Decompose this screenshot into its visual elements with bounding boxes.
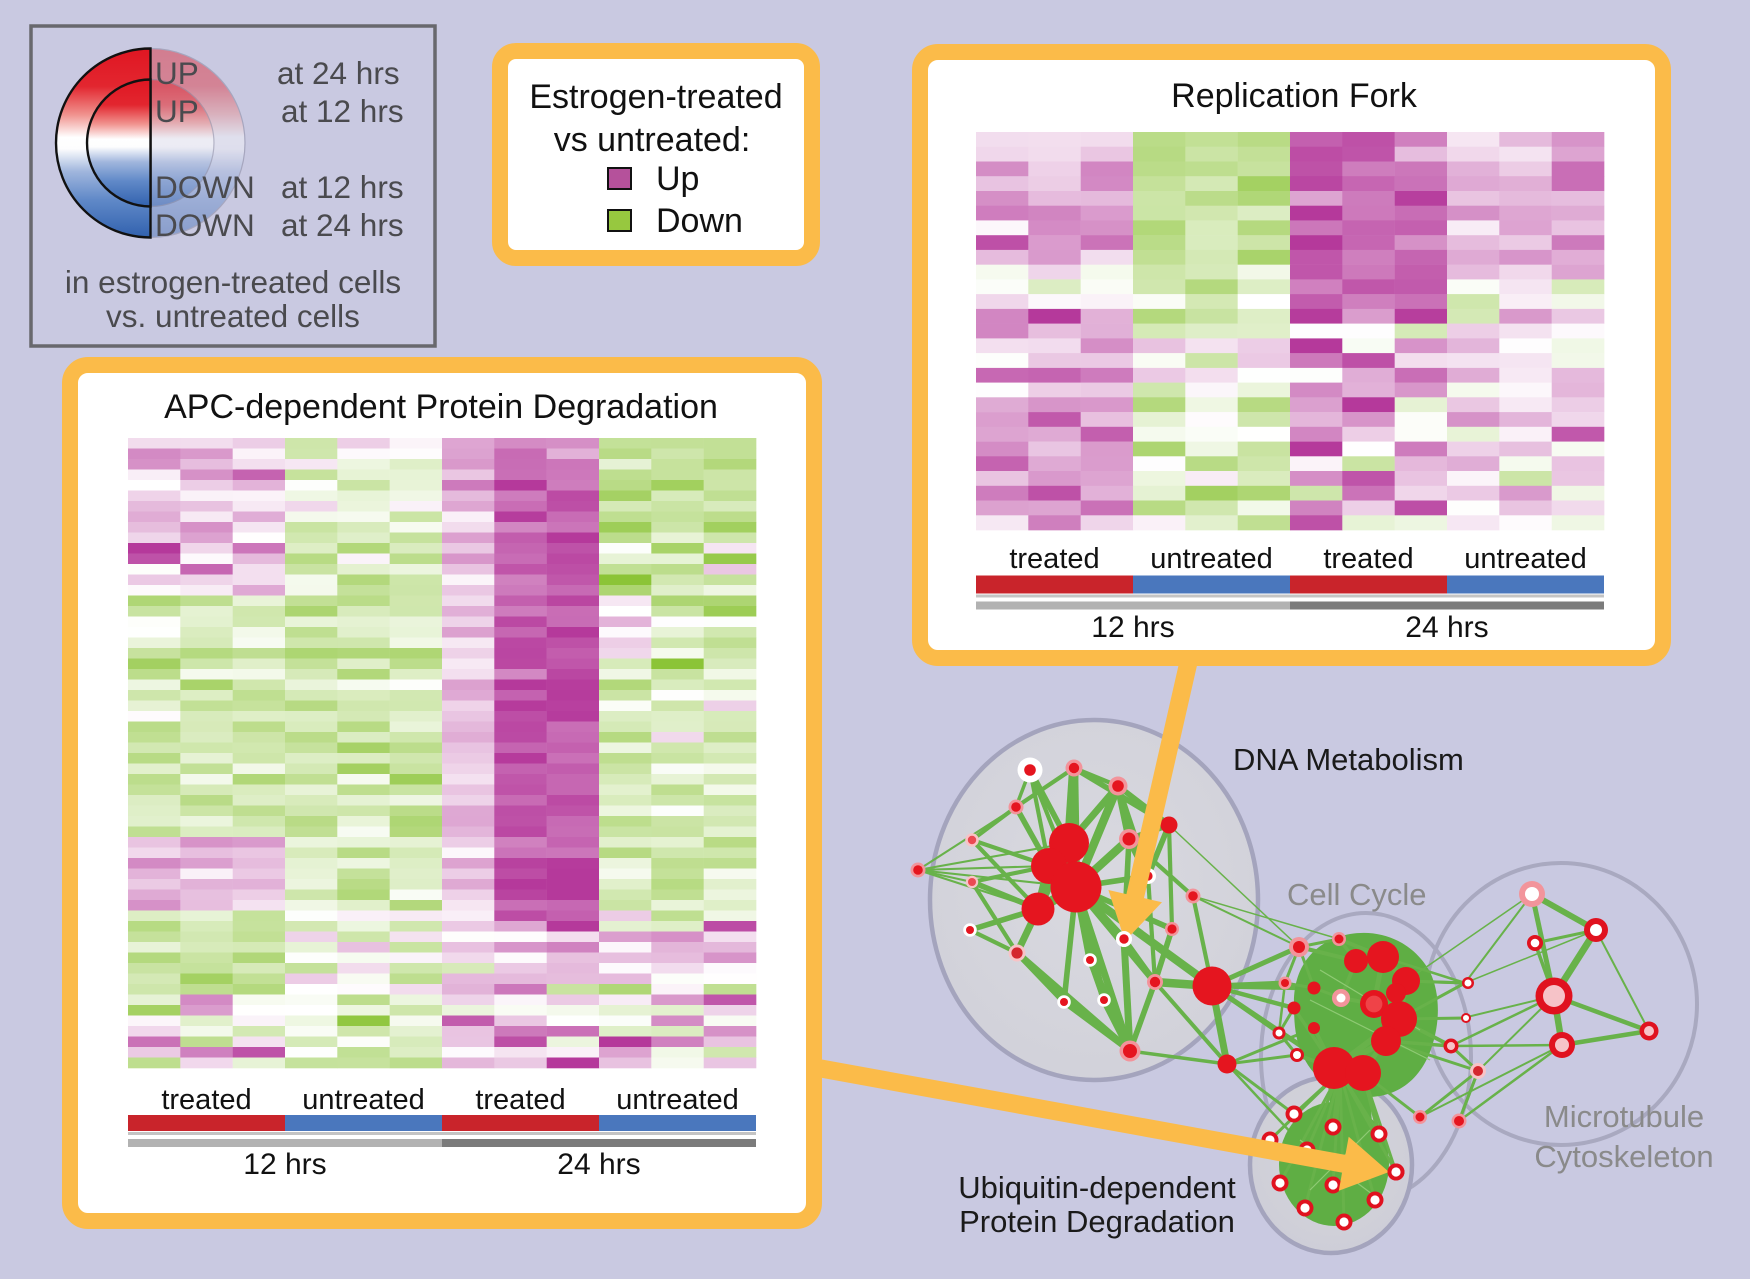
- svg-text:vs. untreated cells: vs. untreated cells: [106, 298, 360, 334]
- svg-text:Down: Down: [656, 202, 743, 240]
- svg-text:untreated: untreated: [1464, 543, 1587, 575]
- svg-text:untreated: untreated: [302, 1084, 425, 1116]
- svg-text:Estrogen-treated: Estrogen-treated: [529, 78, 782, 116]
- svg-text:at 24 hrs: at 24 hrs: [277, 55, 400, 91]
- svg-text:DNA Metabolism: DNA Metabolism: [1233, 742, 1464, 777]
- svg-text:treated: treated: [1009, 543, 1099, 575]
- svg-text:DOWN: DOWN: [155, 207, 255, 243]
- svg-text:at 12 hrs: at 12 hrs: [281, 169, 404, 205]
- svg-text:treated: treated: [1323, 543, 1413, 575]
- svg-text:in estrogen-treated cells: in estrogen-treated cells: [65, 264, 401, 300]
- svg-text:at 12 hrs: at 12 hrs: [281, 93, 404, 129]
- svg-text:Cell Cycle: Cell Cycle: [1287, 877, 1427, 912]
- svg-text:treated: treated: [475, 1084, 565, 1116]
- svg-text:12 hrs: 12 hrs: [1091, 611, 1174, 644]
- svg-text:Protein Degradation: Protein Degradation: [959, 1204, 1235, 1239]
- svg-text:Up: Up: [656, 160, 699, 198]
- svg-text:treated: treated: [161, 1084, 251, 1116]
- svg-text:at 24 hrs: at 24 hrs: [281, 207, 404, 243]
- svg-text:Cytoskeleton: Cytoskeleton: [1534, 1139, 1713, 1174]
- svg-text:UP: UP: [155, 55, 199, 91]
- svg-text:DOWN: DOWN: [155, 169, 255, 205]
- svg-text:24 hrs: 24 hrs: [557, 1148, 640, 1181]
- svg-text:untreated: untreated: [616, 1084, 739, 1116]
- svg-text:Replication Fork: Replication Fork: [1171, 77, 1418, 115]
- svg-text:24 hrs: 24 hrs: [1405, 611, 1488, 644]
- svg-text:Microtubule: Microtubule: [1544, 1099, 1704, 1134]
- svg-text:untreated: untreated: [1150, 543, 1273, 575]
- svg-text:12 hrs: 12 hrs: [243, 1148, 326, 1181]
- svg-text:UP: UP: [155, 93, 199, 129]
- svg-text:Ubiquitin-dependent: Ubiquitin-dependent: [958, 1170, 1236, 1205]
- svg-text:vs untreated:: vs untreated:: [554, 121, 751, 159]
- svg-text:APC-dependent Protein Degradat: APC-dependent Protein Degradation: [164, 388, 718, 426]
